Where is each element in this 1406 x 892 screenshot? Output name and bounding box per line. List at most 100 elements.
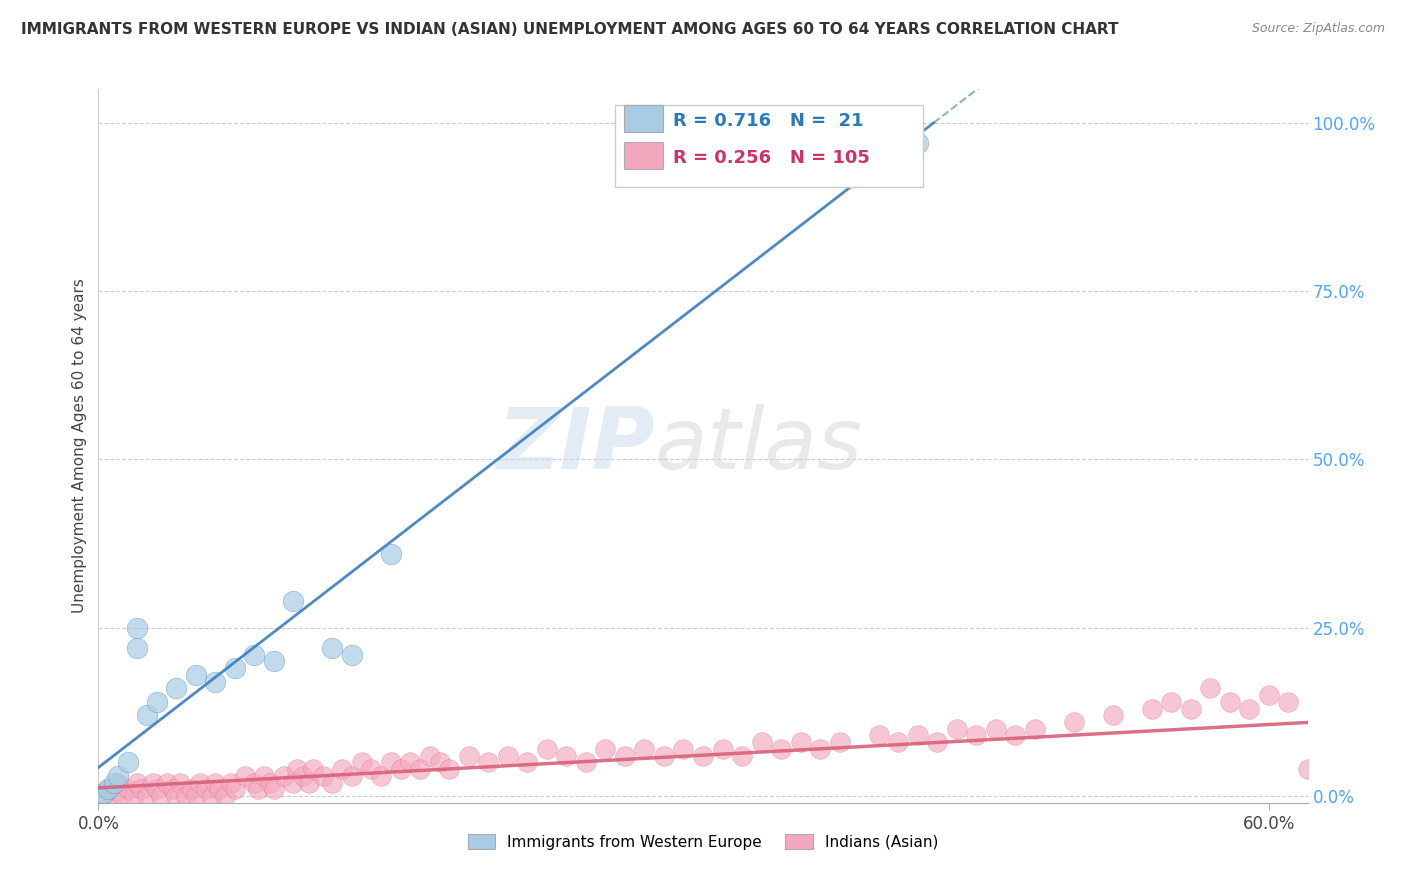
Point <box>1237 701 1260 715</box>
Point <box>1316 735 1339 749</box>
Point <box>350 756 373 770</box>
Text: ZIP: ZIP <box>496 404 655 488</box>
Point <box>263 782 285 797</box>
Point <box>477 756 499 770</box>
Point <box>1296 762 1319 776</box>
Point <box>214 789 236 803</box>
Point <box>184 668 207 682</box>
Point <box>107 775 129 789</box>
Point <box>165 789 187 803</box>
Point <box>458 748 481 763</box>
Point <box>1180 701 1202 715</box>
Point <box>633 742 655 756</box>
Point <box>188 775 211 789</box>
Point <box>672 742 695 756</box>
Point <box>828 735 851 749</box>
Point <box>321 775 343 789</box>
Point <box>111 789 134 803</box>
Point <box>184 789 207 803</box>
Point <box>399 756 422 770</box>
Legend: Immigrants from Western Europe, Indians (Asian): Immigrants from Western Europe, Indians … <box>461 828 945 855</box>
Point <box>984 722 1007 736</box>
Point <box>808 742 831 756</box>
Point <box>1063 714 1085 729</box>
Point <box>127 621 149 635</box>
Point <box>233 769 256 783</box>
Point <box>97 782 120 797</box>
Point <box>219 775 242 789</box>
Point <box>536 742 558 756</box>
Point <box>429 756 451 770</box>
Point <box>117 782 139 797</box>
Point <box>194 782 217 797</box>
Point <box>692 748 714 763</box>
Point <box>828 136 851 150</box>
Point <box>1336 742 1358 756</box>
Point <box>907 136 929 150</box>
Point <box>789 735 811 749</box>
Point <box>122 789 145 803</box>
Point <box>283 594 305 608</box>
Point <box>136 708 159 723</box>
Point <box>162 782 184 797</box>
Point <box>253 769 276 783</box>
Point <box>652 748 675 763</box>
Point <box>330 762 353 776</box>
Point <box>555 748 578 763</box>
Point <box>945 722 967 736</box>
Point <box>925 735 948 749</box>
Point <box>409 762 432 776</box>
Point <box>283 775 305 789</box>
Point <box>370 769 392 783</box>
Point <box>360 762 382 776</box>
Point <box>131 782 153 797</box>
Point <box>1004 729 1026 743</box>
FancyBboxPatch shape <box>614 105 924 187</box>
Point <box>380 547 402 561</box>
Point <box>731 748 754 763</box>
Point <box>200 789 222 803</box>
Point <box>1140 701 1163 715</box>
Point <box>224 661 246 675</box>
Point <box>243 775 266 789</box>
Point <box>302 762 325 776</box>
Point <box>285 762 308 776</box>
Point <box>340 648 363 662</box>
Point <box>711 742 734 756</box>
Point <box>142 775 165 789</box>
Point <box>1277 695 1299 709</box>
Point <box>259 775 281 789</box>
Point <box>1101 708 1123 723</box>
Point <box>93 786 115 800</box>
Text: R = 0.716   N =  21: R = 0.716 N = 21 <box>672 112 863 130</box>
Point <box>103 789 125 803</box>
Point <box>127 775 149 789</box>
Point <box>1374 722 1396 736</box>
Point <box>907 729 929 743</box>
Point <box>97 782 120 797</box>
Point <box>208 782 231 797</box>
Point <box>181 782 204 797</box>
Bar <box>624 105 664 132</box>
Point <box>887 735 910 749</box>
Point <box>389 762 412 776</box>
Point <box>156 775 179 789</box>
Point <box>146 695 169 709</box>
Point <box>1160 695 1182 709</box>
Point <box>136 789 159 803</box>
Point <box>516 756 538 770</box>
Point <box>1355 729 1378 743</box>
Point <box>1219 695 1241 709</box>
Point <box>127 640 149 655</box>
Point <box>1257 688 1279 702</box>
Point <box>243 648 266 662</box>
Text: Source: ZipAtlas.com: Source: ZipAtlas.com <box>1251 22 1385 36</box>
Point <box>1024 722 1046 736</box>
Point <box>380 756 402 770</box>
Point <box>298 775 321 789</box>
Point <box>614 748 637 763</box>
Point <box>312 769 335 783</box>
Point <box>273 769 295 783</box>
Text: atlas: atlas <box>655 404 863 488</box>
Point <box>174 789 197 803</box>
